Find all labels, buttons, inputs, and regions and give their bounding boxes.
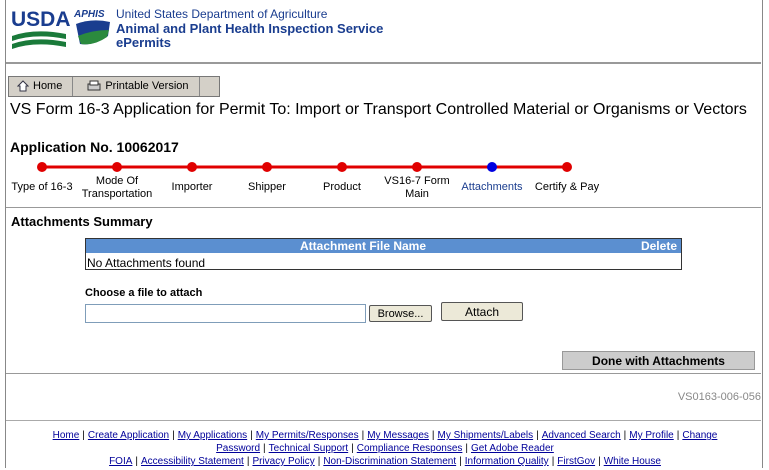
separator: |: [172, 430, 175, 441]
step-dot: [112, 162, 122, 172]
footer-link[interactable]: Privacy Policy: [252, 456, 315, 467]
footer-link[interactable]: FirstGov: [557, 456, 596, 467]
step-dot: [562, 162, 572, 172]
footer-links: Home | Create Application | My Applications |…: [40, 429, 730, 455]
step-dot: [262, 162, 272, 172]
app-name: ePermits: [116, 35, 171, 50]
divider: [6, 62, 761, 64]
separator: |: [361, 430, 365, 441]
browse-button[interactable]: Browse...: [369, 305, 432, 322]
separator: |: [623, 430, 627, 441]
attach-button[interactable]: Attach: [441, 302, 523, 321]
form-title: VS Form 16-3 Application for Permit To: …: [10, 101, 747, 118]
footer-link[interactable]: Information Quality: [464, 456, 549, 467]
separator: |: [250, 430, 253, 441]
progress-steps: [37, 162, 572, 172]
footer-link[interactable]: Get Adobe Reader: [471, 443, 554, 454]
separator: |: [351, 443, 354, 454]
step-label[interactable]: Type of 16-3: [11, 181, 73, 193]
step-label[interactable]: Mode Of Transportation: [81, 175, 153, 200]
separator: |: [536, 430, 539, 441]
file-label: Choose a file to attach: [85, 287, 203, 299]
empty-row: No Attachments found: [86, 253, 681, 272]
form-code: VS0163-006-056: [677, 391, 761, 403]
footer-link[interactable]: My Applications: [177, 430, 248, 441]
footer-link[interactable]: Compliance Responses: [356, 443, 463, 454]
separator: |: [465, 443, 468, 454]
footer-link[interactable]: My Shipments/Labels: [437, 430, 534, 441]
print-button[interactable]: Printable Version: [73, 77, 200, 96]
window-frame: [5, 0, 763, 468]
separator: |: [246, 456, 250, 467]
done-button[interactable]: Done with Attachments: [562, 351, 755, 370]
step-dot: [37, 162, 47, 172]
separator: |: [431, 430, 435, 441]
separator: |: [598, 456, 601, 467]
footer-link[interactable]: My Messages: [367, 430, 429, 441]
footer-link[interactable]: My Profile: [629, 430, 674, 441]
separator: |: [82, 430, 85, 441]
footer-link[interactable]: FOIA: [109, 456, 133, 467]
step-label[interactable]: VS16-7 Form Main: [384, 175, 450, 200]
footer-links-secondary: FOIA | Accessibility Statement | Privacy Pol…: [40, 455, 730, 468]
step-label[interactable]: Certify & Pay: [534, 181, 600, 193]
home-button[interactable]: Home: [9, 77, 74, 96]
footer-link[interactable]: Create Application: [87, 430, 170, 441]
step-dot: [412, 162, 422, 172]
home-icon: [17, 80, 29, 92]
footer-link[interactable]: Advanced Search: [541, 430, 621, 441]
footer-link[interactable]: My Permits/Responses: [255, 430, 359, 441]
application-number: Application No. 10062017: [10, 139, 179, 155]
footer-link[interactable]: Change Password: [216, 430, 718, 454]
separator: |: [263, 443, 266, 454]
separator: |: [317, 456, 321, 467]
step-dot: [487, 162, 497, 172]
attachments-table: Attachment File Name Delete No Attachmen…: [85, 238, 682, 270]
footer-divider: [6, 420, 761, 421]
step-dot: [187, 162, 197, 172]
header-delete: Delete: [640, 239, 677, 253]
footer-link[interactable]: Accessibility Statement: [141, 456, 244, 467]
aphis-logo: APHIS: [73, 9, 110, 45]
service: Animal and Plant Health Inspection Servi…: [116, 21, 384, 36]
step-label[interactable]: Shipper: [248, 181, 286, 193]
step-label[interactable]: Product: [323, 181, 361, 193]
step-label[interactable]: Attachments: [461, 181, 523, 193]
table-header: Attachment File Name Delete: [86, 239, 681, 253]
step-label[interactable]: Importer: [171, 181, 213, 193]
toolbar: Home Printable Version: [8, 76, 220, 97]
footer-link[interactable]: Home: [52, 430, 80, 441]
section-title: Attachments Summary: [11, 214, 153, 229]
usda-text: USDA: [11, 8, 70, 31]
separator: |: [135, 456, 139, 467]
file-input[interactable]: [85, 304, 366, 323]
print-icon: [87, 80, 101, 91]
separator: |: [676, 430, 680, 441]
usda-logo: USDA: [11, 8, 70, 49]
separator: |: [551, 456, 555, 467]
attachments-section: [6, 207, 761, 374]
home-label: Home: [33, 80, 63, 92]
step-dot: [337, 162, 347, 172]
separator: |: [459, 456, 462, 467]
aphis-text: APHIS: [73, 9, 105, 20]
print-label: Printable Version: [105, 80, 189, 92]
footer-link[interactable]: Technical Support: [268, 443, 349, 454]
footer-link[interactable]: White House: [603, 456, 661, 467]
header-file-name: Attachment File Name: [300, 239, 427, 253]
department: United States Department of Agriculture: [116, 7, 328, 21]
footer-link[interactable]: Non-Discrimination Statement: [323, 456, 457, 467]
